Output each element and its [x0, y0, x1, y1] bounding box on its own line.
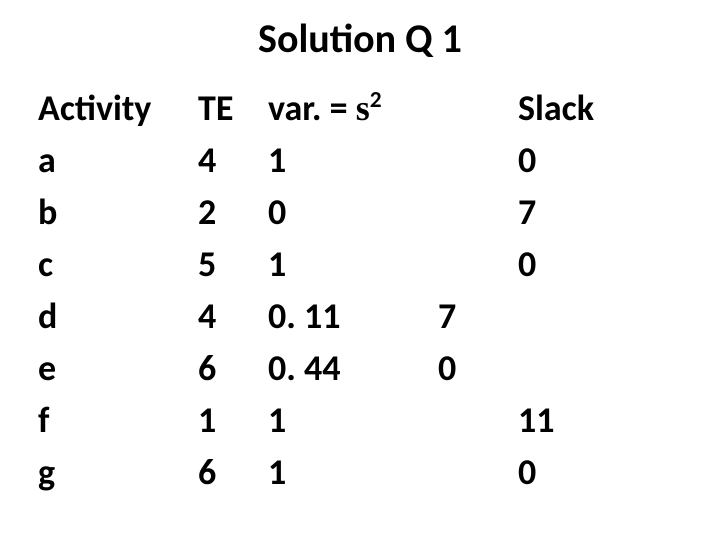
cell-te: 6: [198, 350, 268, 386]
sigma-icon: s: [356, 88, 370, 128]
table-row: b 2 0 7: [38, 194, 638, 246]
page-title: Solution Q 1: [0, 14, 720, 63]
cell-te: 2: [198, 194, 268, 230]
cell-activity: b: [38, 194, 198, 230]
cell-te: 4: [198, 298, 268, 334]
cell-te: 5: [198, 246, 268, 282]
table-row: e 6 0. 44 0: [38, 350, 638, 402]
header-var-prefix: var. =: [268, 86, 356, 130]
table-row: a 4 1 0: [38, 142, 638, 194]
table-row: f 1 1 11: [38, 402, 638, 454]
cell-var: 1: [268, 402, 438, 438]
cell-te: 6: [198, 454, 268, 490]
cell-var: 1: [268, 246, 438, 282]
cell-activity: a: [38, 142, 198, 178]
cell-slack: 11: [518, 402, 638, 438]
cell-var: 0. 11: [268, 298, 438, 334]
cell-mid: 7: [438, 298, 518, 334]
table-row: g 6 1 0: [38, 454, 638, 506]
table-header-row: Activity TE var. = s2 Slack: [38, 90, 638, 142]
cell-var: 1: [268, 142, 438, 178]
cell-te: 4: [198, 142, 268, 178]
cell-var: 1: [268, 454, 438, 490]
cell-mid: 0: [438, 350, 518, 386]
table-row: c 5 1 0: [38, 246, 638, 298]
sigma-exponent: 2: [370, 86, 382, 114]
cell-var: 0: [268, 194, 438, 230]
cell-activity: e: [38, 350, 198, 386]
cell-activity: g: [38, 454, 198, 490]
cell-activity: c: [38, 246, 198, 282]
cell-slack: 0: [518, 142, 638, 178]
cell-var: 0. 44: [268, 350, 438, 386]
cell-slack: 0: [518, 246, 638, 282]
header-slack: Slack: [518, 90, 638, 126]
cell-activity: d: [38, 298, 198, 334]
cell-slack: 0: [518, 454, 638, 490]
table-row: d 4 0. 11 7: [38, 298, 638, 350]
cell-te: 1: [198, 402, 268, 438]
cell-slack: 7: [518, 194, 638, 230]
slide: Solution Q 1 Activity TE var. = s2 Slack…: [0, 0, 720, 540]
header-activity: Activity: [38, 90, 198, 126]
header-variance: var. = s2: [268, 90, 438, 126]
cell-activity: f: [38, 402, 198, 438]
header-te: TE: [198, 90, 268, 126]
solution-table: Activity TE var. = s2 Slack a 4 1 0 b 2 …: [38, 90, 638, 506]
